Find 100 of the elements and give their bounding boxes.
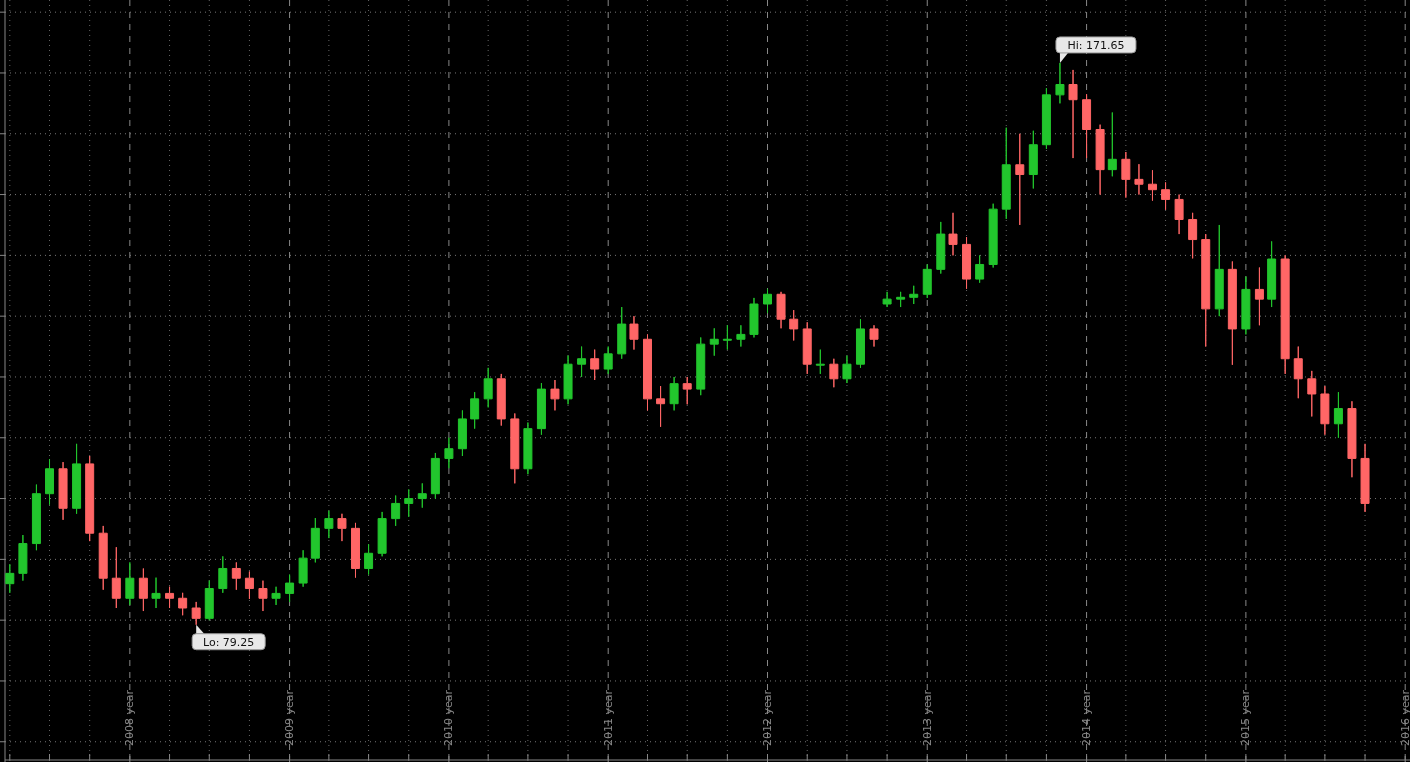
candlestick — [975, 254, 985, 284]
candlestick — [1161, 181, 1171, 211]
x-tick-label: 2016 year — [1398, 689, 1410, 746]
candlestick — [178, 592, 188, 616]
candlestick — [377, 511, 387, 557]
candlestick — [244, 571, 254, 600]
x-tick-label: 2008 year — [123, 689, 137, 746]
candlestick — [457, 409, 467, 457]
candlestick — [882, 291, 892, 308]
candlestick — [98, 525, 108, 591]
candlestick — [31, 484, 41, 551]
candlestick — [1068, 69, 1078, 159]
candlestick — [1174, 194, 1184, 235]
candlestick — [72, 443, 82, 515]
candlestick — [563, 355, 573, 405]
candlestick — [922, 263, 932, 299]
candlestick — [763, 288, 773, 314]
candlestick — [829, 358, 839, 388]
candlestick — [5, 563, 15, 594]
candlestick — [696, 336, 706, 396]
candlestick — [1333, 391, 1343, 439]
candlestick — [1041, 87, 1051, 150]
candlestick — [1134, 163, 1144, 196]
candlestick — [802, 321, 812, 375]
candlestick — [1028, 130, 1038, 189]
candlestick — [988, 203, 998, 269]
candlestick — [896, 291, 906, 308]
candlestick — [1241, 276, 1251, 335]
candlestick — [617, 306, 627, 360]
candlestick — [271, 586, 281, 606]
candlestick — [1214, 224, 1224, 317]
candlestick — [656, 385, 666, 428]
candlestick — [709, 327, 719, 357]
x-tick-label: 2009 year — [283, 689, 297, 746]
candlestick — [1293, 346, 1303, 399]
candlestick — [1280, 254, 1290, 375]
candlestick — [1095, 124, 1105, 196]
candlestick — [1254, 267, 1264, 326]
annotation: Lo: 79.25 — [202, 635, 255, 649]
candlestick — [1001, 127, 1011, 220]
candlestick — [1307, 370, 1317, 417]
candlestick — [1360, 443, 1370, 513]
candlestick — [590, 349, 600, 381]
candlestick — [191, 601, 201, 626]
candlestick — [722, 324, 732, 351]
candlestick — [536, 382, 546, 436]
candlestick — [1347, 400, 1357, 478]
annotation: Hi: 171.65 — [1067, 38, 1125, 52]
candlestick — [444, 437, 454, 469]
candlestick — [138, 567, 148, 612]
candlestick — [45, 458, 55, 506]
candlestick — [523, 422, 533, 475]
candlestick — [231, 561, 241, 591]
candlestick — [749, 297, 759, 338]
x-tick-label: 2015 year — [1239, 689, 1253, 746]
candlestick — [298, 549, 308, 588]
x-tick-label: 2010 year — [442, 689, 456, 746]
candlestick — [1201, 233, 1211, 348]
candlestick — [391, 495, 401, 527]
candlestick — [350, 522, 360, 579]
x-tick-label: 2011 year — [601, 689, 615, 746]
candlestick — [948, 212, 958, 256]
candlestick — [258, 580, 268, 612]
candlestick — [85, 455, 95, 542]
candlestick — [1227, 260, 1237, 366]
candlestick — [776, 291, 786, 329]
candlestick — [430, 452, 440, 500]
candlestick — [496, 373, 506, 427]
candlestick — [962, 236, 972, 290]
candlestick — [310, 517, 320, 563]
candlestick — [1082, 93, 1092, 159]
candlestick — [1107, 111, 1117, 177]
candlestick — [324, 510, 334, 539]
candlestick — [842, 355, 852, 384]
candlestick — [285, 574, 295, 603]
candlestick — [218, 555, 228, 594]
candlestick — [1055, 62, 1065, 104]
candlestick — [1015, 133, 1025, 226]
candlestick — [470, 391, 480, 430]
candlestick — [869, 324, 879, 348]
candlestick — [18, 534, 28, 582]
candlestick — [1121, 151, 1131, 199]
candlestick — [1188, 212, 1198, 259]
candlestick — [1147, 169, 1157, 202]
candlestick — [165, 586, 175, 609]
candlestick — [736, 324, 746, 348]
candlestick — [789, 309, 799, 341]
candlestick — [550, 379, 560, 411]
candlestick — [577, 346, 587, 378]
candlestick — [111, 546, 121, 609]
candlestick — [204, 580, 214, 621]
candlestick — [936, 221, 946, 275]
candlestick — [1320, 385, 1330, 436]
candlestick — [815, 349, 825, 375]
x-tick-label: 2013 year — [920, 689, 934, 746]
candlestick — [510, 412, 520, 484]
candlestick — [682, 376, 692, 405]
candlestick — [642, 333, 652, 411]
candlestick — [58, 461, 68, 521]
candlestick — [629, 315, 639, 351]
